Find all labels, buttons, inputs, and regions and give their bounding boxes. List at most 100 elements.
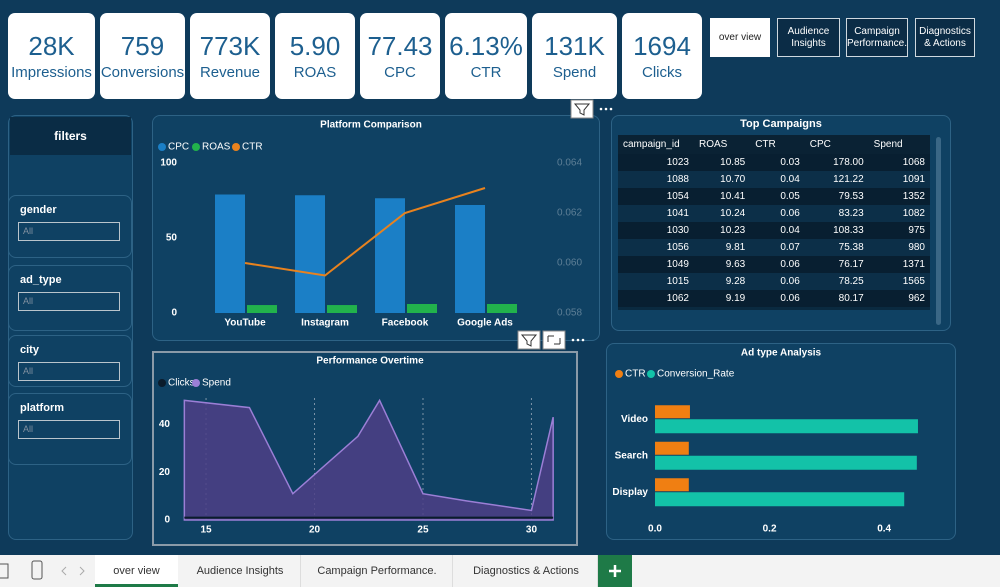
kpi-label: CTR — [470, 64, 502, 81]
slicer-dropdown[interactable]: All — [18, 222, 120, 241]
slicer-label: ad_type — [20, 274, 62, 286]
page-tab[interactable]: Campaign Performance. — [302, 555, 453, 587]
slicer-dropdown[interactable]: All — [18, 292, 120, 311]
page-tab[interactable]: Diagnostics & Actions — [455, 555, 598, 587]
table-cell: 178.00 — [833, 157, 864, 168]
platform-panel — [152, 115, 600, 341]
slicer-dropdown[interactable]: All — [18, 420, 120, 439]
table-cell: 980 — [908, 242, 925, 253]
table-cell: 0.06 — [780, 208, 800, 219]
slicer: platform All — [8, 393, 132, 465]
kpi-card: 759 Conversions — [100, 13, 185, 99]
table-row: 1041 10.24 0.06 83.23 1082 — [618, 205, 930, 222]
filter-panel — [8, 115, 133, 540]
column-header: ROAS — [698, 139, 728, 150]
kpi-label: Revenue — [199, 64, 261, 81]
page-tab[interactable]: over view — [95, 555, 178, 587]
campaign-table: campaign_id ROAS CTR CPC Spend 1023 10.85 0.03 1… — [618, 135, 930, 307]
kpi-label: Spend — [552, 64, 597, 81]
kpi-label: Conversions — [100, 64, 185, 81]
table-row: 1088 10.70 0.04 121.22 1091 — [618, 171, 930, 188]
kpi-value: 131K — [544, 31, 605, 61]
column-header: CPC — [809, 139, 831, 150]
kpi-label: Impressions — [11, 64, 92, 81]
kpi-value: 759 — [120, 31, 165, 61]
table-row: 1054 10.41 0.05 79.53 1352 — [618, 188, 930, 205]
table-cell: 75.38 — [838, 242, 864, 253]
slicer-dropdown[interactable]: All — [18, 362, 120, 381]
add-tab[interactable] — [598, 555, 632, 587]
kpi-value: 5.90 — [289, 31, 341, 61]
table-cell: 1049 — [666, 259, 689, 270]
table-cell: 9.63 — [725, 259, 746, 270]
table-cell: 10.85 — [720, 157, 746, 168]
table-cell: 0.04 — [780, 174, 800, 185]
table-cell: 1068 — [902, 157, 925, 168]
table-cell: 76.17 — [838, 259, 864, 270]
page-icons — [0, 560, 85, 580]
kpi-value: 773K — [199, 31, 261, 61]
table-row: 1049 9.63 0.06 76.17 1371 — [618, 256, 930, 273]
table-cell: 78.25 — [838, 276, 864, 287]
table-cell: 1015 — [666, 276, 689, 287]
table-cell: 0.06 — [780, 259, 800, 270]
table-row: 1023 10.85 0.03 178.00 1068 — [618, 154, 930, 171]
table-cell: 10.41 — [720, 191, 746, 202]
table-title: Top Campaigns — [740, 118, 822, 130]
slicer: ad_type All — [8, 265, 132, 331]
table-cell: 1082 — [902, 208, 925, 219]
table-cell: 0.06 — [780, 293, 800, 304]
table-cell: 9.81 — [725, 242, 746, 253]
table-cell: 108.33 — [833, 225, 864, 236]
slicer-value: All — [23, 366, 34, 376]
nav-button[interactable]: Campaign Performance. — [846, 18, 908, 57]
page-tab[interactable]: Audience Insights — [180, 555, 301, 587]
table-row: 1056 9.81 0.07 75.38 980 — [618, 239, 930, 256]
table-cell: 9.19 — [725, 293, 746, 304]
table-cell: 1091 — [902, 174, 925, 185]
slicer-label: city — [20, 344, 39, 356]
kpi-card: 6.13% CTR — [445, 13, 527, 99]
column-header: CTR — [755, 139, 776, 150]
table-cell: 10.23 — [720, 225, 746, 236]
kpi-card: 131K Spend — [532, 13, 617, 99]
kpi-label: CPC — [384, 64, 416, 81]
nav-button[interactable]: over view — [710, 18, 770, 57]
nav-button[interactable]: Diagnostics & Actions — [915, 18, 975, 57]
table-cell: 121.22 — [833, 174, 864, 185]
kpi-card: 773K Revenue — [190, 13, 270, 99]
scrollbar — [936, 137, 941, 325]
kpi-value: 77.43 — [367, 31, 433, 61]
table-cell: 9.28 — [725, 276, 746, 287]
table-cell: 1062 — [666, 293, 689, 304]
table-header: campaign_id ROAS CTR CPC Spend — [618, 135, 930, 154]
table-cell: 1565 — [902, 276, 925, 287]
table-row: 1030 10.23 0.04 108.33 975 — [618, 222, 930, 239]
slicer-value: All — [23, 226, 34, 236]
table-cell: 80.17 — [838, 293, 864, 304]
table-cell: 83.23 — [838, 208, 864, 219]
table-cell: 1371 — [902, 259, 925, 270]
kpi-label: ROAS — [293, 64, 337, 81]
table-cell: 10.24 — [720, 208, 746, 219]
performance-panel — [152, 351, 578, 546]
table-cell: 10.70 — [720, 174, 746, 185]
slicer: city All — [8, 335, 132, 387]
kpi-card: 28K Impressions — [8, 13, 95, 99]
table-cell: 1023 — [666, 157, 689, 168]
slicer-label: platform — [20, 402, 64, 414]
table-cell: 1030 — [666, 225, 689, 236]
kpi-value: 1694 — [633, 31, 691, 61]
slicer-value: All — [23, 296, 34, 306]
nav-button[interactable]: Audience Insights — [777, 18, 840, 57]
plus-icon — [609, 565, 621, 577]
table-cell: 0.05 — [780, 191, 800, 202]
table-cell: 962 — [908, 293, 925, 304]
table-cell: 0.04 — [780, 225, 800, 236]
filter-title: filters — [10, 117, 131, 155]
table-cell: 0.06 — [780, 276, 800, 287]
slicer-label: gender — [20, 204, 57, 216]
adtype-panel — [606, 343, 956, 540]
table-cell: 1056 — [666, 242, 689, 253]
